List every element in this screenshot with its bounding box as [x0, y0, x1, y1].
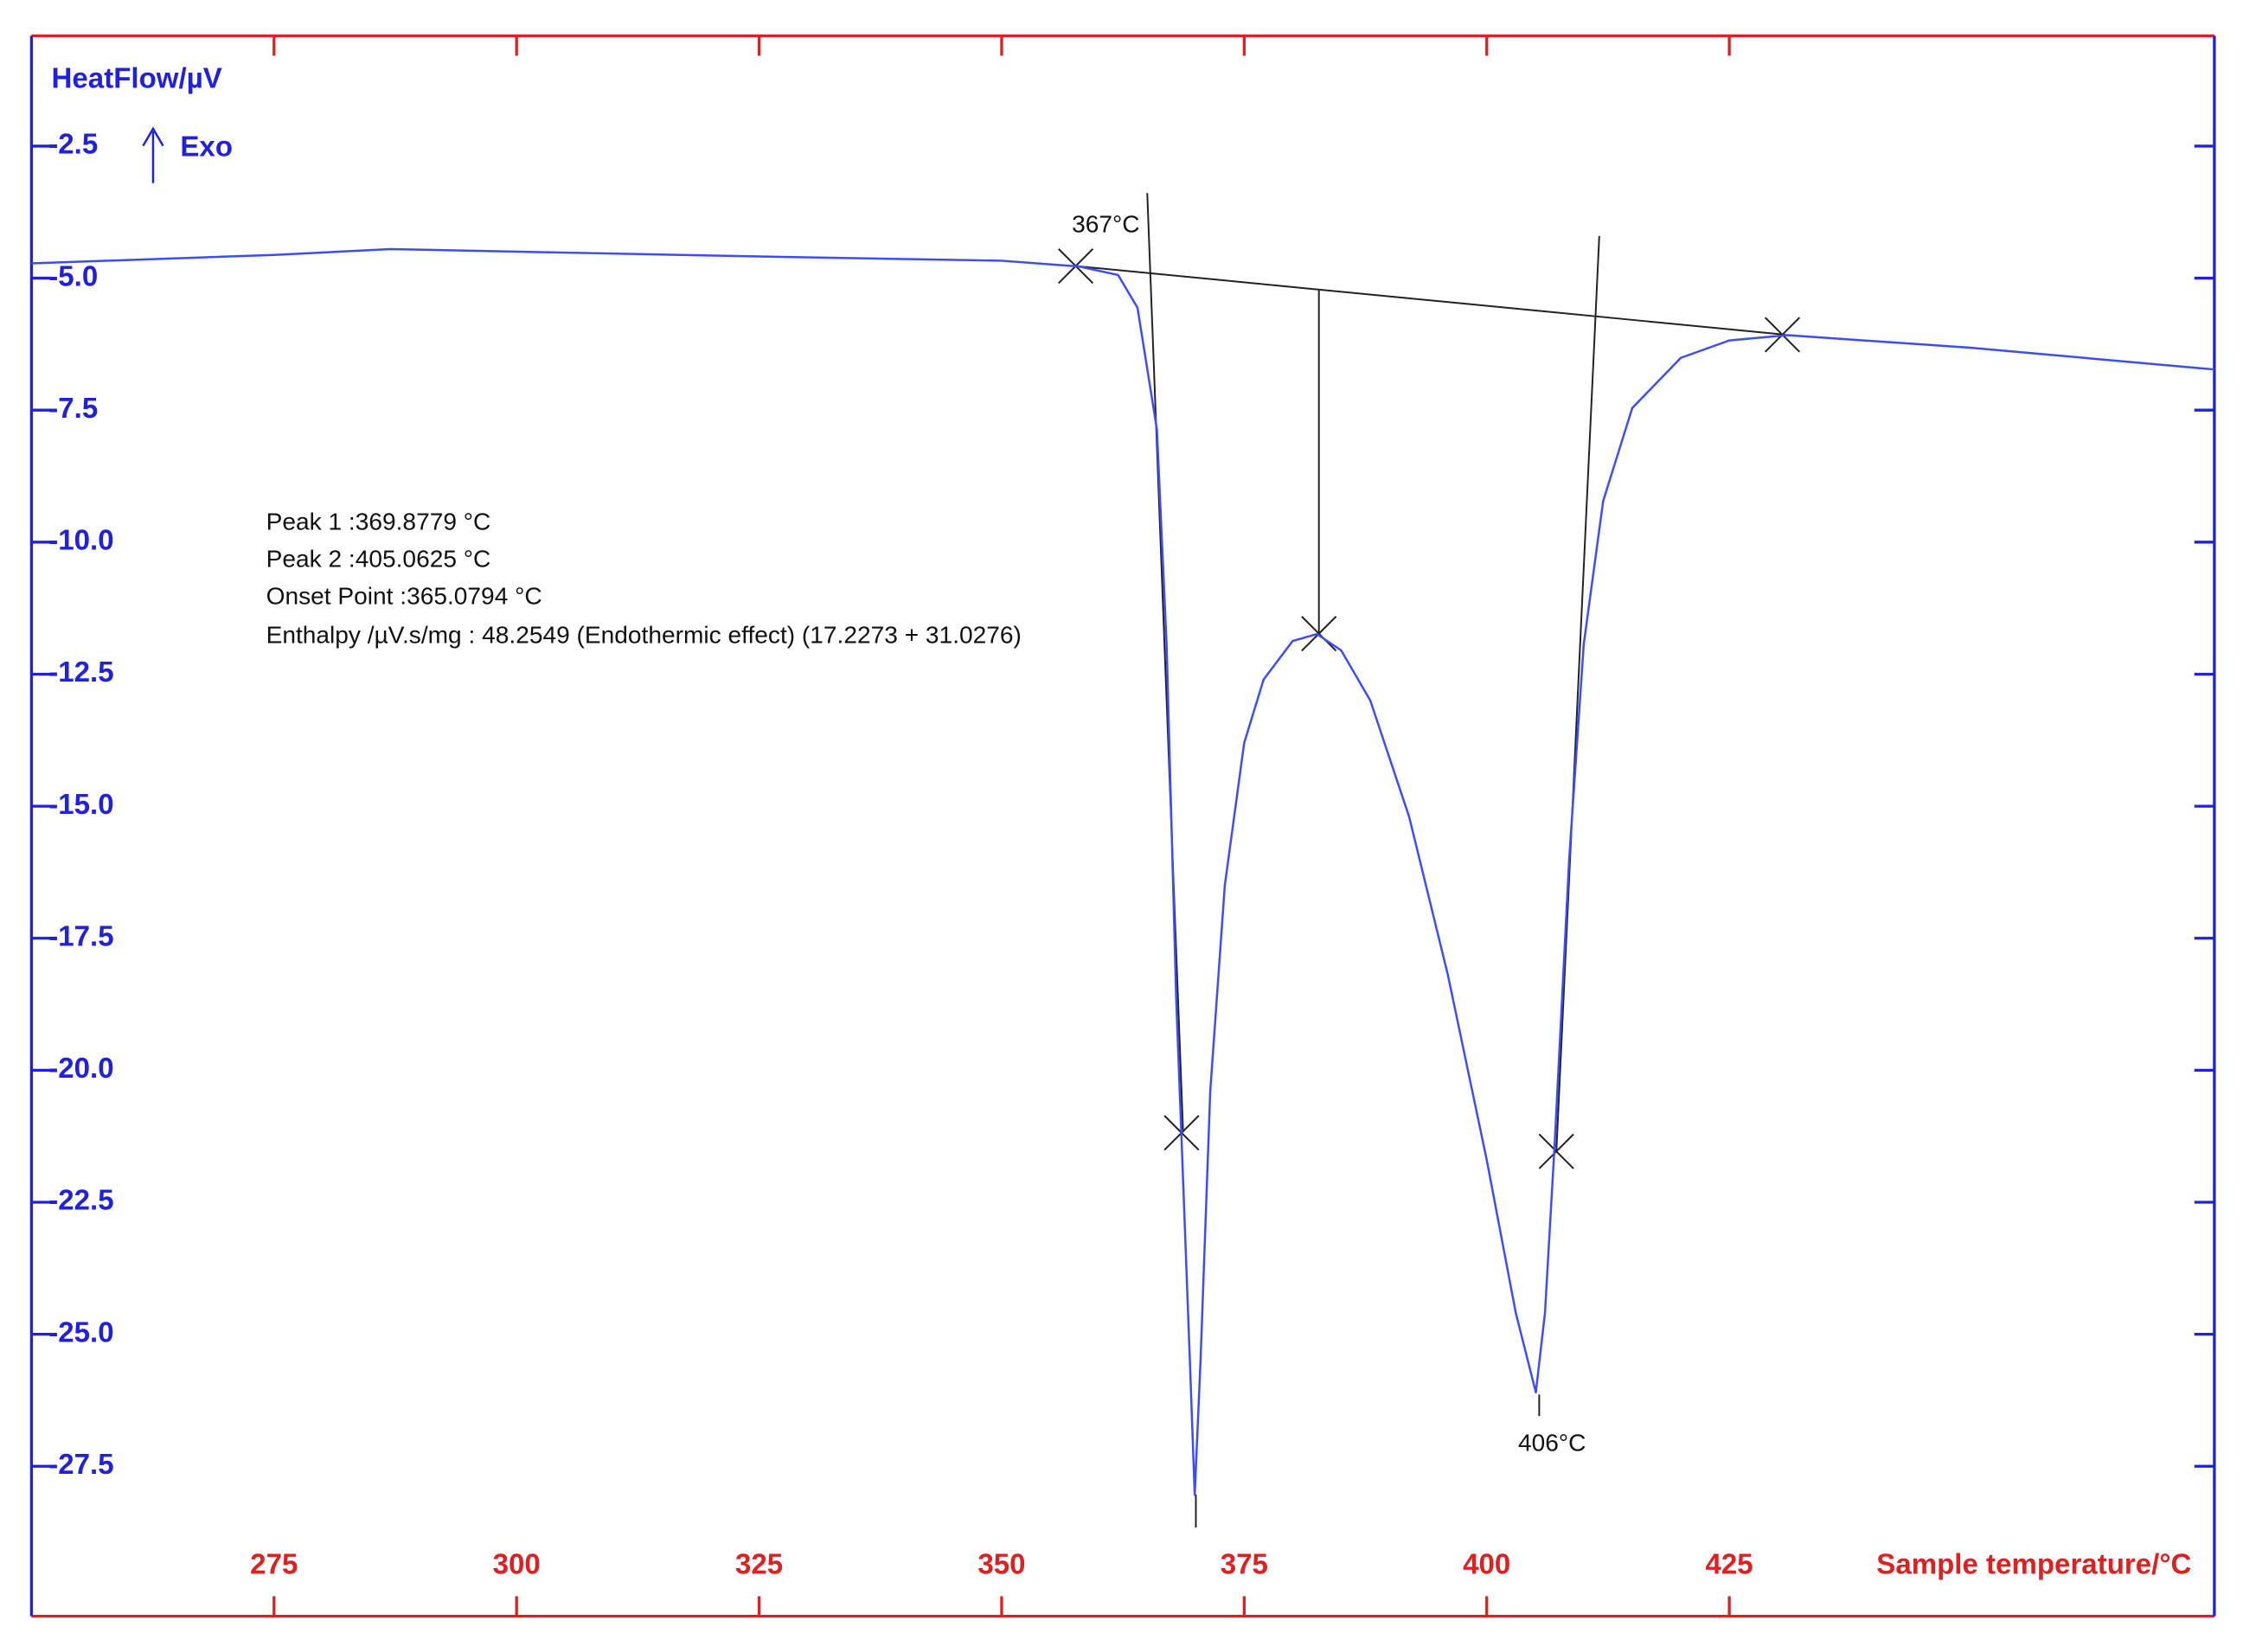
baseline [1075, 265, 1785, 336]
plot-area [31, 35, 2214, 1617]
y-tick-label: -7.5 [48, 393, 98, 425]
x-tick-label: 375 [1221, 1549, 1268, 1581]
annotation: 367°C [1072, 211, 1139, 238]
info-line: Onset Point :365.0794 °C [266, 583, 542, 610]
y-tick-label: -22.5 [48, 1185, 113, 1217]
marker [1538, 1133, 1574, 1169]
x-tick-label: 425 [1706, 1549, 1753, 1581]
annotation: 406°C [1518, 1430, 1586, 1457]
exo-label: Exo [180, 131, 233, 163]
exo-arrow-head [142, 126, 164, 147]
info-line: Peak 1 :369.8779 °C [266, 509, 491, 535]
y-tick-label: -12.5 [48, 656, 113, 688]
y-tick-label: -20.0 [48, 1053, 113, 1085]
y-tick-label: -2.5 [48, 129, 98, 161]
y-tick-label: -17.5 [48, 920, 113, 952]
x-tick-label: 350 [977, 1549, 1025, 1581]
y-tick-label: -10.0 [48, 525, 113, 557]
y-tick-label: -15.0 [48, 789, 113, 821]
x-tick-label: 400 [1463, 1549, 1510, 1581]
info-line: Peak 2 :405.0625 °C [266, 546, 491, 573]
info-line: Enthalpy /µV.s/mg : 48.2549 (Endothermic… [266, 621, 1022, 648]
y-tick-label: -25.0 [48, 1316, 113, 1348]
x-tick-label: 325 [735, 1549, 783, 1581]
y-axis-label: HeatFlow/µV [52, 62, 222, 94]
heat-flow-curve [31, 247, 2215, 1496]
y-tick-label: -5.0 [48, 260, 98, 292]
y-tick-label: -27.5 [48, 1449, 113, 1481]
x-tick-label: 275 [250, 1549, 298, 1581]
x-tick-label: 300 [493, 1549, 541, 1581]
tangent-2 [1555, 235, 1600, 1152]
marker [1301, 616, 1337, 652]
tangent-1 [1146, 193, 1184, 1130]
x-axis-label: Sample temperature/°C [1876, 1549, 2191, 1581]
